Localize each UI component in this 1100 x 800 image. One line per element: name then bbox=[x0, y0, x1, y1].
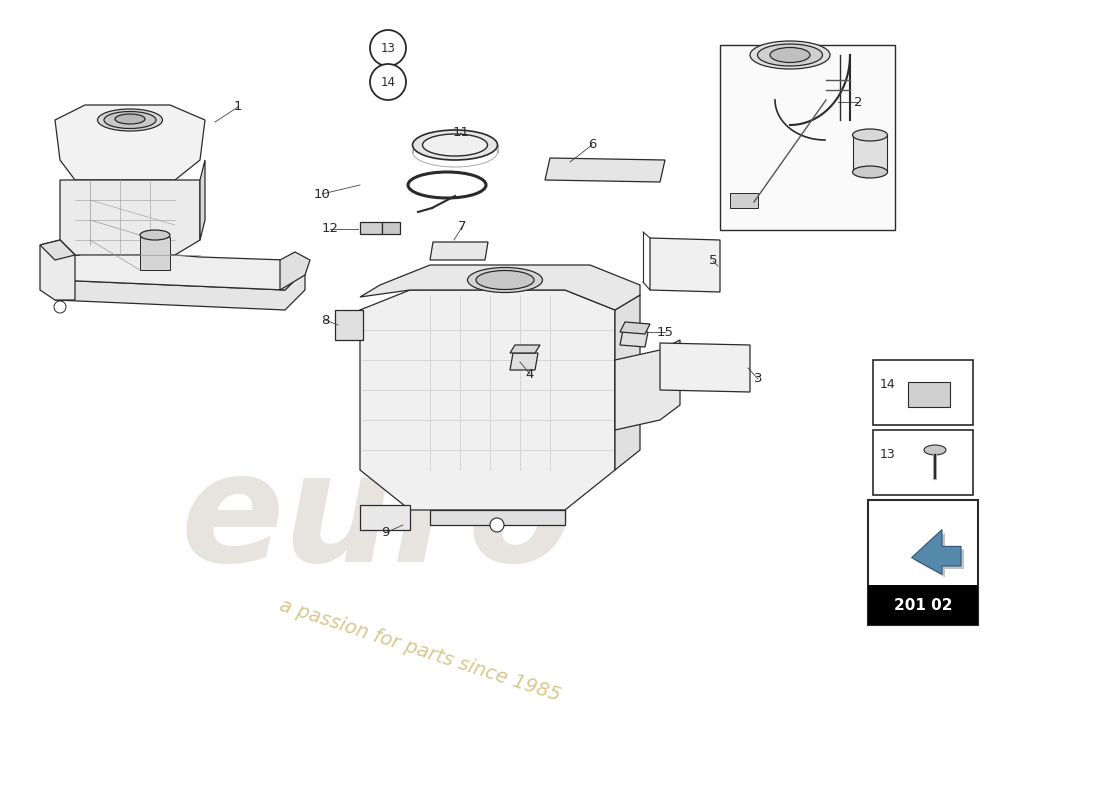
Polygon shape bbox=[55, 255, 300, 290]
Ellipse shape bbox=[116, 114, 145, 124]
Polygon shape bbox=[60, 180, 200, 255]
Polygon shape bbox=[55, 270, 305, 310]
Polygon shape bbox=[620, 330, 648, 347]
Polygon shape bbox=[336, 310, 363, 340]
Polygon shape bbox=[510, 353, 538, 370]
Ellipse shape bbox=[140, 230, 170, 240]
Ellipse shape bbox=[758, 44, 823, 66]
Text: 9: 9 bbox=[381, 526, 389, 539]
Ellipse shape bbox=[104, 111, 156, 129]
Text: 1: 1 bbox=[233, 101, 242, 114]
Bar bbox=[360, 222, 382, 234]
Text: 7: 7 bbox=[458, 221, 466, 234]
Polygon shape bbox=[360, 505, 410, 530]
Polygon shape bbox=[912, 530, 961, 574]
Text: 2: 2 bbox=[854, 95, 862, 109]
Bar bbox=[868, 585, 978, 625]
Circle shape bbox=[54, 301, 66, 313]
Text: 6: 6 bbox=[587, 138, 596, 151]
Ellipse shape bbox=[852, 166, 888, 178]
Circle shape bbox=[490, 518, 504, 532]
Ellipse shape bbox=[422, 134, 487, 156]
Polygon shape bbox=[280, 252, 310, 290]
Ellipse shape bbox=[476, 270, 534, 290]
Ellipse shape bbox=[468, 267, 542, 293]
Text: 201 02: 201 02 bbox=[893, 598, 953, 613]
Polygon shape bbox=[615, 340, 680, 430]
Polygon shape bbox=[360, 265, 640, 310]
Bar bbox=[730, 193, 758, 208]
Polygon shape bbox=[510, 345, 540, 353]
Polygon shape bbox=[40, 240, 75, 260]
Bar bbox=[908, 382, 950, 407]
Polygon shape bbox=[40, 240, 75, 300]
Polygon shape bbox=[914, 533, 964, 578]
Polygon shape bbox=[620, 322, 650, 334]
Bar bbox=[868, 500, 978, 625]
Text: 10: 10 bbox=[314, 187, 330, 201]
Ellipse shape bbox=[750, 41, 830, 69]
Text: 4: 4 bbox=[526, 367, 535, 381]
Text: 5: 5 bbox=[708, 254, 717, 267]
Polygon shape bbox=[200, 160, 205, 240]
Bar bbox=[873, 360, 974, 425]
Polygon shape bbox=[55, 105, 205, 180]
Polygon shape bbox=[615, 295, 640, 470]
Text: 12: 12 bbox=[321, 222, 339, 235]
Bar bbox=[382, 222, 400, 234]
Bar bbox=[720, 45, 895, 230]
Ellipse shape bbox=[412, 130, 497, 160]
Ellipse shape bbox=[852, 129, 888, 141]
Polygon shape bbox=[140, 237, 170, 270]
Circle shape bbox=[370, 30, 406, 66]
Polygon shape bbox=[360, 290, 615, 510]
Text: 3: 3 bbox=[754, 373, 762, 386]
Ellipse shape bbox=[770, 47, 810, 62]
Text: a passion for parts since 1985: a passion for parts since 1985 bbox=[277, 595, 563, 705]
Text: 14: 14 bbox=[880, 378, 895, 391]
Polygon shape bbox=[660, 343, 750, 392]
Polygon shape bbox=[430, 510, 565, 525]
Text: 15: 15 bbox=[657, 326, 673, 338]
Text: 13: 13 bbox=[381, 42, 395, 54]
Ellipse shape bbox=[924, 445, 946, 455]
Polygon shape bbox=[430, 242, 488, 260]
Text: 11: 11 bbox=[452, 126, 470, 139]
Polygon shape bbox=[650, 238, 721, 292]
Polygon shape bbox=[544, 158, 666, 182]
Bar bbox=[873, 430, 974, 495]
Ellipse shape bbox=[98, 109, 163, 131]
Circle shape bbox=[370, 64, 406, 100]
Polygon shape bbox=[852, 135, 887, 172]
Text: 8: 8 bbox=[321, 314, 329, 326]
Text: euro: euro bbox=[180, 446, 573, 594]
Text: 14: 14 bbox=[381, 75, 396, 89]
Text: 13: 13 bbox=[880, 448, 895, 461]
